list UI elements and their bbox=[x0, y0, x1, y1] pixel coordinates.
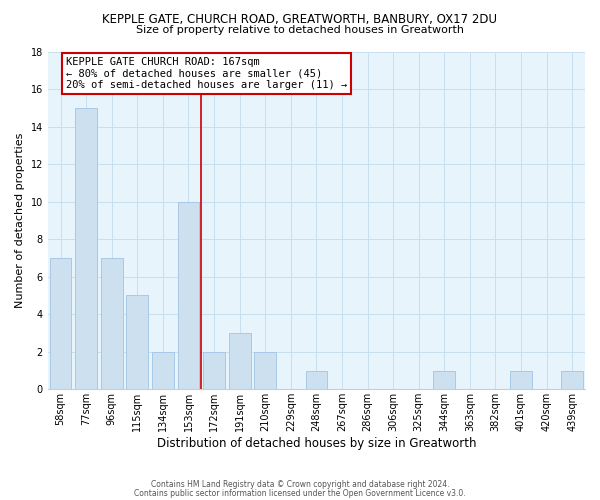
Bar bbox=[433, 370, 455, 390]
Bar bbox=[203, 352, 225, 390]
Bar bbox=[562, 370, 583, 390]
Text: Contains public sector information licensed under the Open Government Licence v3: Contains public sector information licen… bbox=[134, 488, 466, 498]
Text: KEPPLE GATE, CHURCH ROAD, GREATWORTH, BANBURY, OX17 2DU: KEPPLE GATE, CHURCH ROAD, GREATWORTH, BA… bbox=[103, 12, 497, 26]
Text: KEPPLE GATE CHURCH ROAD: 167sqm
← 80% of detached houses are smaller (45)
20% of: KEPPLE GATE CHURCH ROAD: 167sqm ← 80% of… bbox=[65, 57, 347, 90]
Bar bbox=[178, 202, 199, 390]
Bar bbox=[152, 352, 174, 390]
Bar bbox=[254, 352, 276, 390]
Bar bbox=[305, 370, 327, 390]
Bar bbox=[127, 296, 148, 390]
X-axis label: Distribution of detached houses by size in Greatworth: Distribution of detached houses by size … bbox=[157, 437, 476, 450]
Text: Size of property relative to detached houses in Greatworth: Size of property relative to detached ho… bbox=[136, 25, 464, 35]
Bar bbox=[101, 258, 122, 390]
Bar bbox=[229, 333, 251, 390]
Text: Contains HM Land Registry data © Crown copyright and database right 2024.: Contains HM Land Registry data © Crown c… bbox=[151, 480, 449, 489]
Bar bbox=[510, 370, 532, 390]
Y-axis label: Number of detached properties: Number of detached properties bbox=[15, 132, 25, 308]
Bar bbox=[50, 258, 71, 390]
Bar bbox=[75, 108, 97, 390]
